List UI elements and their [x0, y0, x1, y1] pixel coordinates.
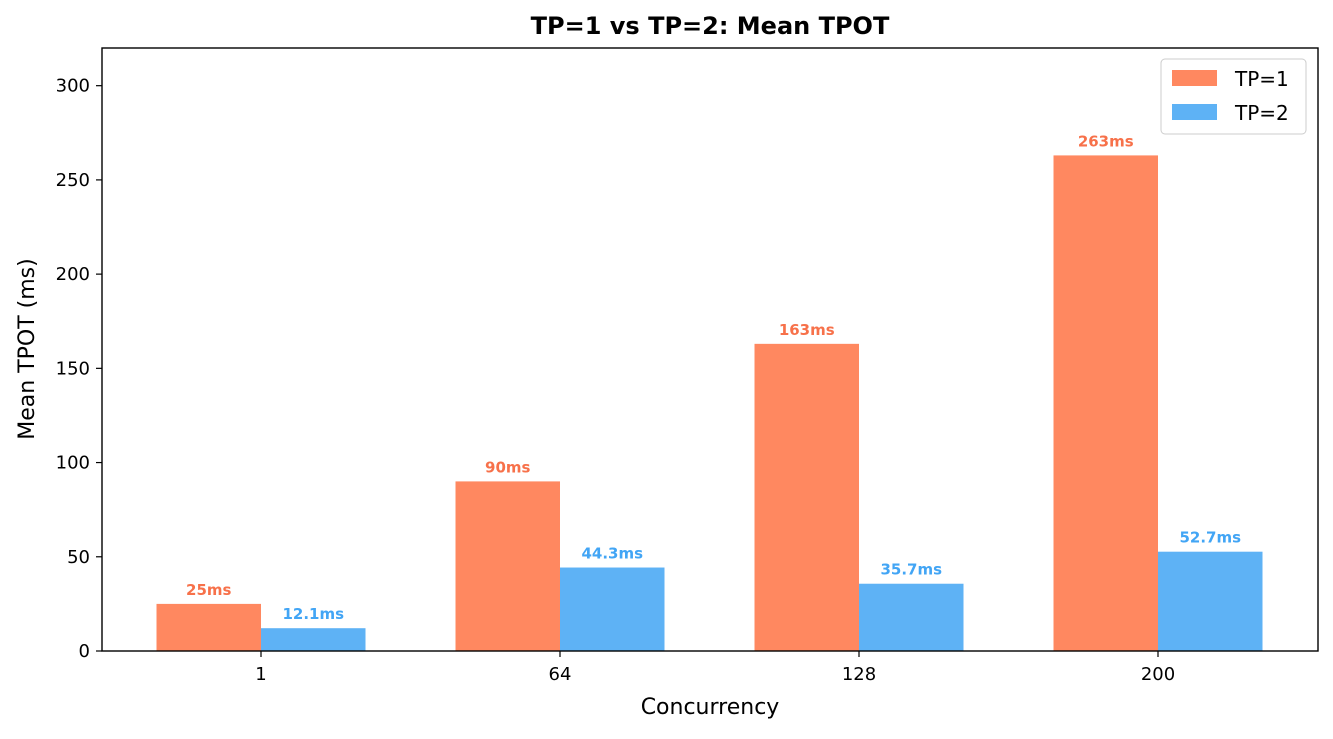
legend-label-tp2: TP=2 [1234, 101, 1289, 125]
legend-swatch-tp2 [1172, 104, 1217, 120]
y-tick-label: 150 [56, 358, 90, 379]
x-axis-label: Concurrency [641, 695, 780, 720]
x-tick-label: 200 [1141, 664, 1175, 685]
data-label: 263ms [1078, 132, 1134, 150]
legend: TP=1 TP=2 [1160, 58, 1307, 135]
y-tick-label: 50 [67, 547, 90, 568]
x-tick-label: 128 [842, 664, 876, 685]
x-axis: 1 64 128 200 [255, 651, 1175, 685]
plot-frame [101, 47, 1319, 652]
data-label: 44.3ms [581, 545, 643, 563]
data-label: 90ms [485, 458, 531, 476]
bar-tp2-1 [261, 628, 366, 651]
y-tick-label: 250 [56, 170, 90, 191]
legend-label-tp1: TP=1 [1234, 67, 1289, 91]
chart-title: TP=1 vs TP=2: Mean TPOT [531, 12, 890, 40]
data-label: 52.7ms [1179, 529, 1241, 547]
bar-tp1-1 [156, 603, 261, 651]
x-tick-label: 1 [255, 664, 266, 685]
y-tick-label: 0 [79, 641, 90, 662]
data-label: 12.1ms [282, 605, 344, 623]
y-tick-label: 100 [56, 453, 90, 474]
bar-tp2-200 [1158, 551, 1263, 651]
x-tick-label: 64 [549, 664, 572, 685]
y-axis: 0 50 100 150 200 250 300 [56, 76, 102, 662]
bars-layer [156, 155, 1263, 652]
bar-tp1-64 [455, 481, 560, 651]
bar-tp1-200 [1053, 155, 1158, 652]
data-label: 35.7ms [880, 561, 942, 579]
y-tick-label: 200 [56, 264, 90, 285]
y-axis-label: Mean TPOT (ms) [15, 258, 40, 439]
data-label: 163ms [779, 321, 835, 339]
legend-swatch-tp1 [1172, 70, 1217, 86]
bar-tp1-128 [754, 343, 859, 651]
y-tick-label: 300 [56, 76, 90, 97]
data-labels-layer: 25ms 12.1ms 90ms 44.3ms 163ms 35.7ms 263ms 52.7… [186, 132, 1241, 623]
bar-tp2-64 [560, 567, 665, 651]
bar-tp2-128 [859, 583, 964, 651]
data-label: 25ms [186, 581, 232, 599]
